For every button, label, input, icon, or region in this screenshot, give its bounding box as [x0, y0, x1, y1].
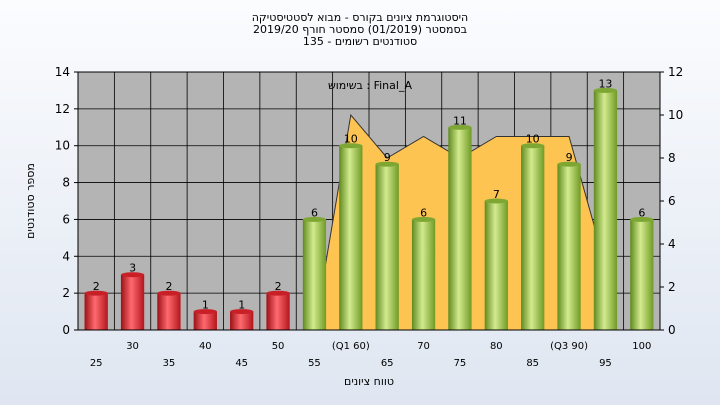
data-label: 2	[165, 280, 172, 293]
data-label: 9	[384, 151, 391, 164]
bar-top	[230, 309, 254, 315]
bar-100	[630, 219, 654, 330]
bar-top	[302, 216, 327, 222]
bar-85	[521, 145, 545, 330]
data-label: 11	[453, 114, 467, 127]
x-tick-label: 75	[454, 358, 467, 369]
bar-30	[120, 274, 145, 330]
bar-25	[84, 293, 108, 330]
data-label: 6	[638, 206, 645, 219]
bar-top	[339, 143, 363, 149]
data-label: 9	[566, 151, 573, 164]
data-label: 10	[526, 133, 540, 146]
x-tick-label: 55	[308, 358, 321, 369]
y-tick-label: 10	[55, 139, 70, 153]
data-label: 3	[129, 262, 136, 275]
data-label: 6	[420, 206, 427, 219]
data-label: 13	[598, 77, 612, 90]
x-tick-label: 25	[90, 358, 103, 369]
bar-top	[266, 290, 290, 296]
bar-top	[521, 143, 545, 149]
y2-tick-label: 0	[668, 323, 676, 337]
data-label: 1	[202, 299, 209, 312]
x-tick-label: 50	[272, 341, 285, 352]
x-tick-label: 80	[490, 341, 503, 352]
x-tick-label: (Q3 90)	[550, 341, 588, 352]
bar-top	[120, 272, 145, 278]
bar-top	[193, 309, 217, 315]
bar-35	[157, 293, 181, 330]
bar-top	[484, 198, 508, 204]
dataset-annotation: בשימוש : Final_A	[328, 79, 412, 92]
bar-top	[375, 161, 399, 167]
bar-65	[375, 164, 399, 330]
y-tick-label: 8	[62, 176, 70, 190]
y2-tick-label: 6	[668, 194, 676, 208]
x-tick-label: (Q1 60)	[332, 341, 370, 352]
bar-(Q1 60)	[339, 145, 363, 330]
x-tick-label: 30	[126, 341, 139, 352]
x-tick-label: 70	[417, 341, 430, 352]
bar-top	[84, 290, 108, 296]
data-label: 2	[275, 280, 282, 293]
y2-tick-label: 2	[668, 280, 676, 294]
data-label: 6	[311, 206, 318, 219]
bar-top	[593, 87, 618, 93]
y2-tick-label: 4	[668, 237, 676, 251]
bar-top	[630, 216, 654, 222]
registered-students: סטודנטים רשומים - 135	[302, 35, 418, 48]
bar-45	[230, 311, 254, 330]
bar-50	[266, 293, 290, 330]
bar-75	[448, 127, 472, 331]
bar-40	[193, 311, 217, 330]
data-label: 2	[93, 280, 100, 293]
y-tick-label: 2	[62, 286, 70, 300]
y2-tick-label: 12	[668, 65, 683, 79]
x-tick-label: 45	[235, 358, 248, 369]
y-axis-label: מספר סטודנטים	[24, 163, 37, 239]
chart-title: היסטוגרמת ציונים בקורס - מבוא לסטטיסטיקה	[251, 11, 469, 24]
y-tick-label: 6	[62, 212, 70, 226]
bar-70	[411, 219, 436, 330]
y-tick-label: 12	[55, 102, 70, 116]
y-tick-label: 14	[55, 65, 70, 79]
y-tick-label: 4	[62, 249, 70, 263]
x-tick-label: 95	[599, 358, 612, 369]
bar-95	[593, 90, 618, 330]
bar-top	[557, 161, 581, 167]
x-tick-label: 100	[632, 341, 651, 352]
data-label: 7	[493, 188, 500, 201]
data-label: 10	[344, 133, 358, 146]
bar-top	[157, 290, 181, 296]
x-tick-label: 40	[199, 341, 212, 352]
y-tick-label: 0	[62, 323, 70, 337]
chart-subtitle: בסמסטר (01/2019) סמסטר חורף 2019/20	[253, 23, 467, 36]
x-tick-label: 85	[526, 358, 539, 369]
y2-tick-label: 8	[668, 151, 676, 165]
data-label: 1	[238, 299, 245, 312]
x-tick-label: 35	[163, 358, 176, 369]
bar-top	[448, 124, 472, 130]
bar-55	[302, 219, 327, 330]
y2-tick-label: 10	[668, 108, 683, 122]
bar-80	[484, 201, 508, 330]
x-axis-label: טווח ציונים	[344, 375, 394, 388]
x-tick-label: 65	[381, 358, 394, 369]
bar-(Q3 90)	[557, 164, 581, 330]
bar-top	[411, 216, 436, 222]
